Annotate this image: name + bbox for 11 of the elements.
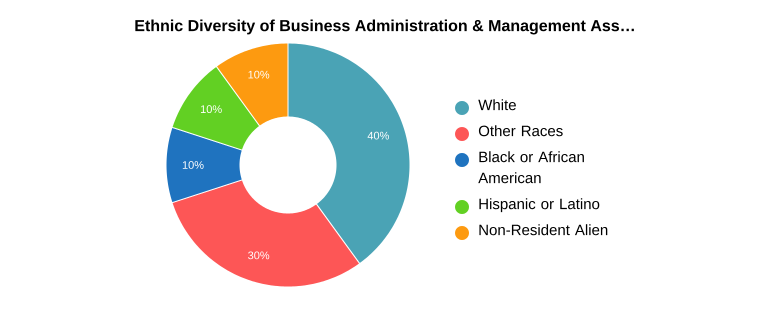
legend-label: Black or African American: [478, 151, 584, 184]
data-label: 10%: [182, 161, 204, 169]
legend-label: White: [478, 99, 516, 110]
data-label: 10%: [200, 105, 222, 114]
legend-label: Other Races: [478, 125, 563, 136]
legend-label: Hispanic or Latino: [479, 198, 600, 212]
data-label: 10%: [248, 70, 270, 79]
data-label: 30%: [248, 251, 270, 260]
chart-title: Ethnic Diversity of Business Administration & Management Ass…: [135, 20, 634, 34]
legend-label: Non-Resident Alien: [479, 224, 608, 236]
data-label: 40%: [368, 132, 389, 140]
